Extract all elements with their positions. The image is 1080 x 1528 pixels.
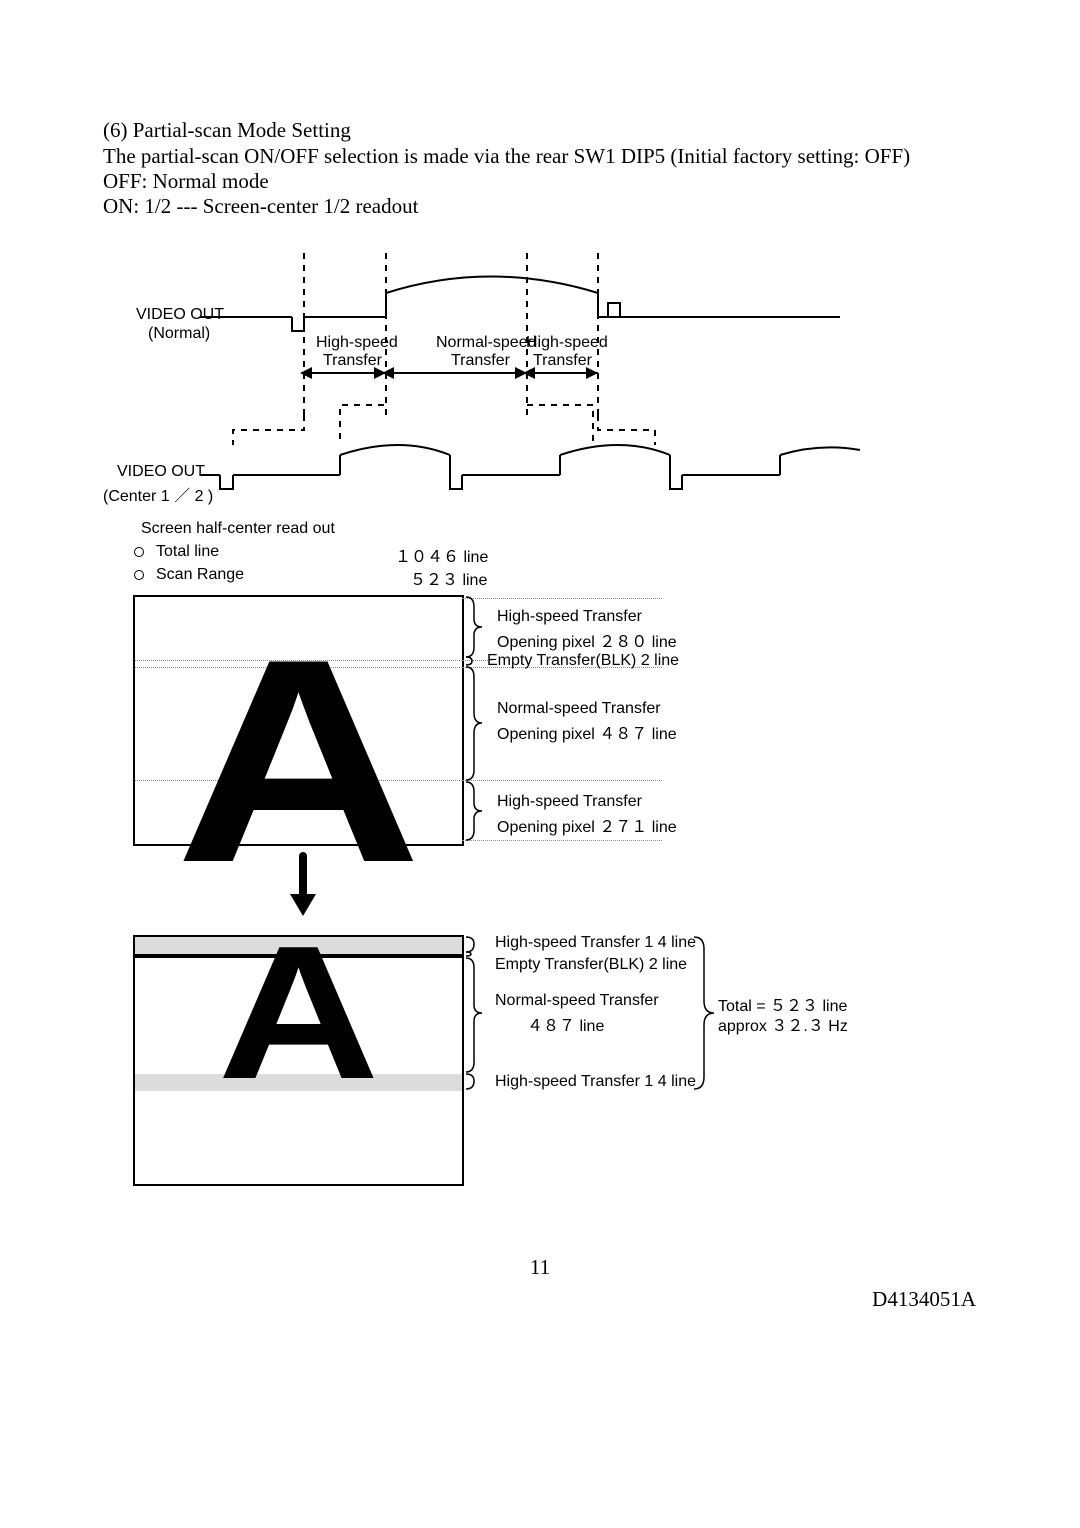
f2-total-b: approx ３２.３ Hz [718,1012,848,1036]
hs-label-1b: Transfer [323,352,382,370]
f1-hs1b: Opening pixel ２８０ line [497,628,677,652]
big-a-full: A [106,657,492,866]
dotted-ext [462,780,662,781]
ns-label-1b: Transfer [451,352,510,370]
f1-hs1a: High-speed Transfer [497,608,642,626]
videoout-normal-l1: VIDEO OUT [136,306,224,324]
videoout-center-l2: (Center 1 ／ 2 ) [103,482,213,506]
f2-l1: High-speed Transfer 1 4 line [495,934,696,952]
bullet-icon [134,547,144,557]
f2-l2: Empty Transfer(BLK) 2 line [495,956,687,974]
f1-hs2b: Opening pixel ２７１ line [497,813,677,837]
brace-frame1 [462,595,492,845]
down-arrow-icon [288,850,318,920]
f1-ns1b: Opening pixel ４８７ line [497,720,677,744]
videoout-center-l1: VIDEO OUT [117,463,205,481]
hs-label-2b: Transfer [533,352,592,370]
hs-label-2a: High-speed [526,334,608,352]
f1-ns1a: Normal-speed Transfer [497,700,661,718]
section-title: (6) Partial-scan Mode Setting [103,117,351,143]
frame-full: A [133,595,464,846]
doc-id: D4134051A [872,1286,976,1312]
page-number: 11 [0,1254,1080,1280]
f1-empty: Empty Transfer(BLK) 2 line [487,652,679,670]
f2-l3b: ４８７ line [527,1012,604,1036]
videoout-normal-l2: (Normal) [148,325,210,343]
brace-total [690,935,720,1095]
brace-frame2 [462,935,492,1095]
ns-label-1a: Normal-speed [436,334,536,352]
f1-hs2a: High-speed Transfer [497,793,642,811]
bullet-1 [134,543,152,561]
readout-title: Screen half-center read out [141,520,335,538]
section-line4: ON: 1/2 --- Screen-center 1/2 readout [103,193,418,219]
section-line3: OFF: Normal mode [103,168,269,194]
scan-range-value: ５２３ line [410,566,487,590]
hs-label-1a: High-speed [316,334,398,352]
bullet-2 [134,566,152,584]
total-line-label: Total line [156,543,219,561]
section-line2: The partial-scan ON/OFF selection is mad… [103,143,963,169]
timing-diagram [100,245,980,510]
f2-l4: High-speed Transfer 1 4 line [495,1073,696,1091]
big-a-crop: A [133,945,464,1082]
total-line-value: １０４６ line [395,543,488,567]
scan-range-label: Scan Range [156,566,244,584]
bullet-icon [134,570,144,580]
f2-l3a: Normal-speed Transfer [495,992,659,1010]
dotted-ext [462,840,662,841]
dotted-ext [462,598,662,599]
frame-center: A [133,935,464,1186]
